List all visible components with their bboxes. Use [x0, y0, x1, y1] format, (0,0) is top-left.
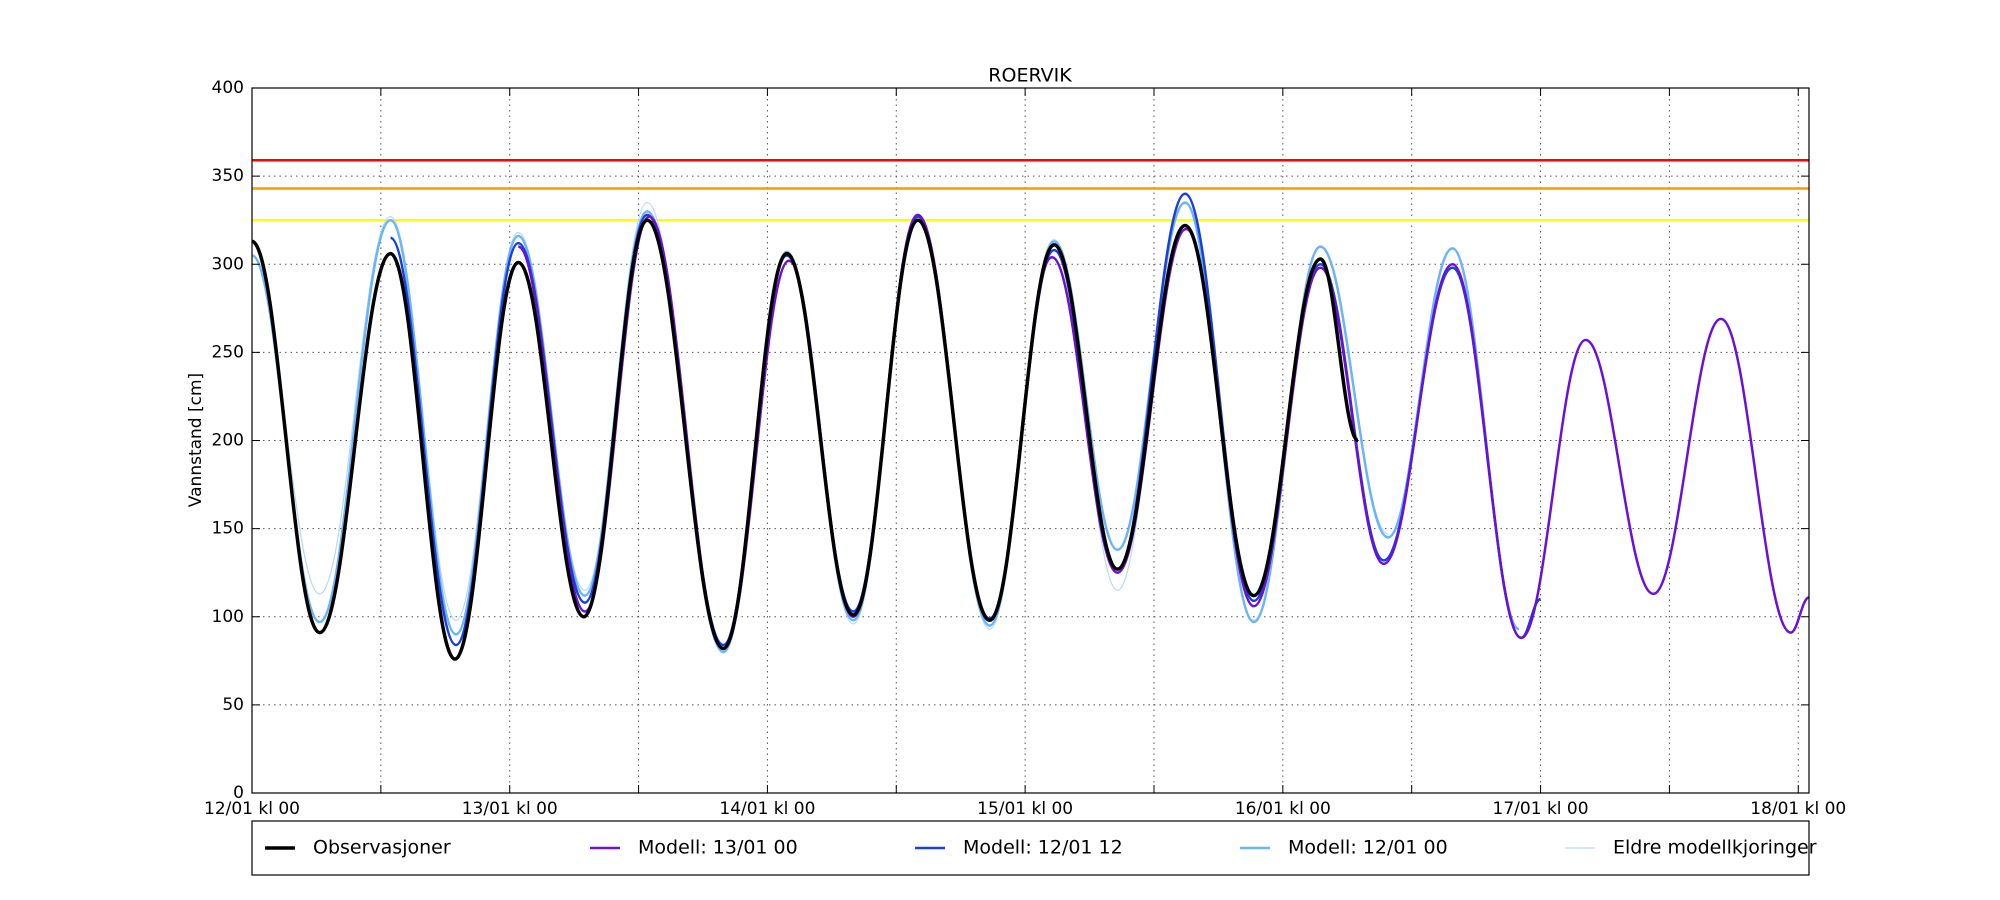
x-tick-label: 12/01 kl 00 — [204, 799, 300, 819]
x-tick-label: 16/01 kl 00 — [1235, 799, 1331, 819]
y-tick-label: 400 — [212, 78, 244, 98]
legend: Observasjoner Modell: 13/01 00 Modell: 12/… — [251, 820, 1817, 876]
y-tick-label: 150 — [212, 519, 244, 539]
y-tick-label: 50 — [222, 695, 244, 715]
x-tick-label: 18/01 kl 00 — [1750, 799, 1846, 819]
x-tick-label: 14/01 kl 00 — [719, 799, 815, 819]
x-tick-label: 15/01 kl 00 — [977, 799, 1073, 819]
series-line — [389, 192, 1542, 647]
plot-frame — [251, 87, 1810, 794]
legend-label: Eldre modellkjoringer — [1613, 837, 1817, 859]
y-tick-label: 350 — [212, 166, 244, 186]
axes: 0 50 100 150 200 250 300 350 400 12/01 kl 00 13/01… — [204, 78, 1846, 819]
legend-label: Observasjoner — [313, 837, 451, 859]
y-tick-label: 300 — [212, 254, 244, 274]
legend-label: Modell: 12/01 00 — [1288, 837, 1448, 859]
y-tick-label: 0 — [233, 783, 244, 803]
y-tick-label: 100 — [212, 607, 244, 627]
chart-title: ROERVIK — [988, 65, 1072, 87]
y-tick-label: 200 — [212, 431, 244, 451]
legend-box — [251, 820, 1810, 876]
y-tick-label: 250 — [212, 342, 244, 362]
x-tick-label: 17/01 kl 00 — [1493, 799, 1589, 819]
x-tick-label: 13/01 kl 00 — [462, 799, 558, 819]
legend-label: Modell: 12/01 12 — [963, 837, 1123, 859]
legend-label: Modell: 13/01 00 — [638, 837, 798, 859]
y-axis-label: Vannstand [cm] — [186, 373, 206, 507]
series-line — [251, 218, 1360, 661]
plot-lines — [251, 159, 1810, 661]
